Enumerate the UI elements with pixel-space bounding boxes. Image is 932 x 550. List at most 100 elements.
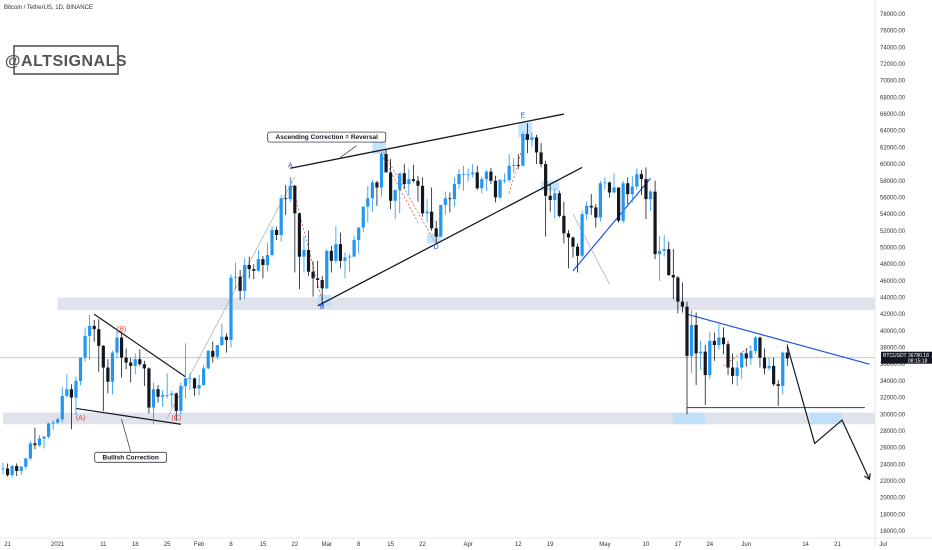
price-tag: BTCUSDT 36780.18 08:15:18: [881, 351, 932, 365]
candle-2021-04-06: [489, 168, 493, 185]
trendline-wedge-top: [93, 313, 186, 378]
label-box-frame: [94, 451, 167, 463]
candle-body: [471, 172, 475, 175]
candle-body: [493, 180, 498, 198]
chart-title: Bitcoin / TetherUS, 1D, BINANCE: [4, 5, 93, 11]
candle-body: [603, 182, 607, 184]
x-tick-label: 8: [229, 542, 233, 548]
zone-1: [3, 412, 875, 425]
candle-2021-05-17: [676, 275, 680, 314]
candle-2021-02-19: [279, 194, 283, 242]
watermark-frame: [13, 45, 119, 75]
candle-body: [448, 198, 452, 200]
candle-2021-04-01: [466, 168, 470, 182]
candle-body: [753, 337, 757, 351]
candle-body: [170, 393, 174, 396]
candle-body: [466, 174, 470, 175]
candle-body: [5, 468, 10, 476]
candle-body: [612, 187, 616, 193]
candle-body: [138, 359, 142, 365]
candle-body: [297, 213, 301, 257]
candle-body: [575, 246, 580, 256]
candle-2021-01-20: [142, 360, 146, 386]
candle-2021-06-05: [762, 348, 767, 375]
candle-body: [648, 191, 653, 200]
x-tick-label: Mar: [322, 542, 332, 548]
candle-2021-05-29: [731, 353, 735, 385]
wave-label: A: [288, 162, 293, 169]
candle-body: [749, 350, 753, 359]
candle-body: [284, 198, 288, 200]
candle-2020-12-24: [19, 465, 23, 476]
candle-2021-04-05: [484, 169, 488, 191]
candle-2021-02-25: [306, 230, 311, 276]
trendline-channel-top: [290, 113, 565, 169]
candle-2021-02-22: [293, 184, 297, 273]
candle-body: [411, 179, 415, 181]
candle-2021-01-03: [65, 374, 69, 398]
candle-body: [503, 179, 507, 181]
y-tick-label: 36000.00: [880, 362, 906, 368]
candle-body: [452, 184, 457, 200]
x-tick-label: Jul: [879, 542, 887, 548]
y-tick-label: 54000.00: [880, 212, 906, 218]
candle-body: [407, 179, 411, 185]
y-tick-label: 26000.00: [880, 446, 906, 452]
candle-body: [580, 214, 584, 256]
y-tick-label: 28000.00: [880, 429, 906, 435]
candle-body: [712, 340, 716, 346]
candle-2021-03-09: [361, 206, 365, 233]
y-tick-label: 34000.00: [880, 379, 906, 385]
candle-body: [270, 229, 274, 255]
candle-body: [56, 419, 60, 423]
candle-2021-01-25: [165, 373, 169, 399]
wave-label: B: [320, 304, 325, 311]
candle-2021-03-28: [448, 192, 452, 213]
y-tick-label: 30000.00: [880, 412, 906, 418]
y-tick-label: 52000.00: [880, 229, 906, 235]
candle-body: [83, 335, 87, 358]
candle-2020-12-31: [51, 420, 55, 431]
candle-body: [247, 264, 251, 270]
candle-body: [658, 250, 662, 255]
candle-2021-02-15: [261, 255, 265, 279]
marker-5: [673, 412, 706, 425]
candle-2021-03-31: [461, 165, 466, 191]
y-tick-label: 72000.00: [880, 62, 906, 68]
candle-body: [781, 352, 785, 386]
watermark-text: @ALTSIGNALS: [5, 53, 127, 70]
x-tick-label: 8: [357, 542, 361, 548]
candle-body: [420, 185, 425, 214]
candle-2021-04-15: [530, 132, 534, 148]
candle-body: [183, 378, 187, 386]
candle-2021-05-23: [703, 345, 707, 406]
candle-body: [15, 465, 19, 471]
candle-body: [151, 389, 156, 408]
x-tick-label: 22: [419, 542, 426, 548]
candle-body: [571, 237, 575, 247]
candle-2021-02-03: [206, 350, 210, 370]
candle-2021-05-18: [680, 282, 685, 313]
candle-body: [311, 271, 315, 279]
candle-body: [224, 336, 229, 341]
candle-body: [689, 325, 694, 356]
candle-2021-01-14: [115, 330, 119, 359]
candle-2021-03-03: [334, 225, 338, 264]
candle-body: [703, 351, 707, 376]
candle-2021-05-05: [621, 180, 625, 224]
projection-line: [786, 345, 870, 480]
candle-body: [553, 193, 557, 200]
candle-body: [179, 385, 183, 411]
candle-body: [279, 198, 283, 235]
candle-2021-04-26: [580, 210, 584, 258]
candle-body: [47, 423, 51, 437]
candle-body: [51, 422, 55, 424]
candle-2021-06-09: [781, 351, 785, 395]
candle-body: [329, 250, 333, 261]
candle-body: [261, 259, 265, 265]
candle-body: [699, 351, 703, 354]
candle-body: [302, 249, 306, 257]
candle-2021-04-27: [585, 201, 589, 220]
candle-2021-01-17: [129, 357, 133, 383]
candle-body: [147, 368, 151, 408]
